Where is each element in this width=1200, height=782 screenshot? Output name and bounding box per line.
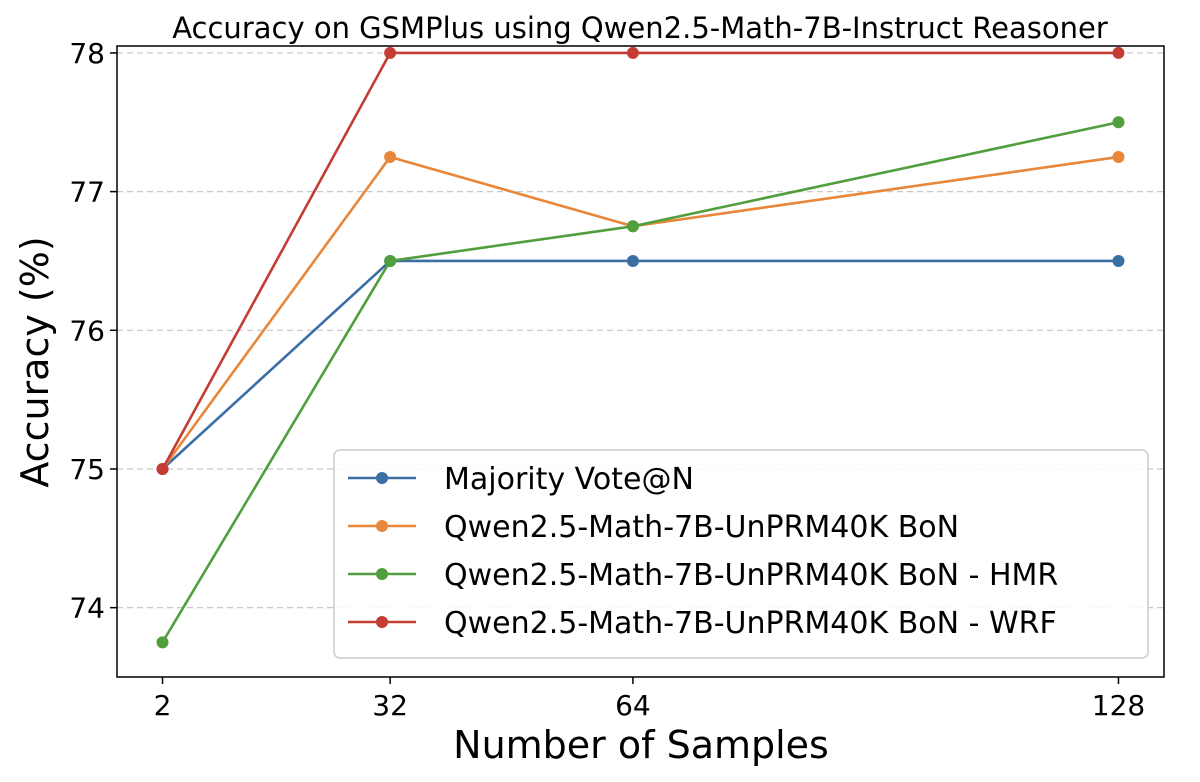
- legend-marker: [376, 568, 388, 580]
- series-4: [156, 46, 1125, 475]
- legend-marker: [376, 616, 388, 628]
- legend-box: [333, 449, 1149, 659]
- legend-item: Qwen2.5-Math-7B-UnPRM40K BoN: [348, 510, 959, 545]
- legend-marker: [376, 520, 388, 532]
- data-point: [156, 462, 169, 475]
- data-point: [626, 254, 639, 267]
- series-line: [161, 259, 1119, 470]
- legend-label: Majority Vote@N: [444, 462, 694, 497]
- data-point: [384, 254, 397, 267]
- legend-item: Qwen2.5-Math-7B-UnPRM40K BoN - HMR: [348, 558, 1058, 593]
- legend: Majority Vote@N Qwen2.5-Math-7B-UnPRM40K …: [333, 449, 1149, 659]
- legend-item: Majority Vote@N: [348, 462, 694, 497]
- plot-frame: [116, 45, 1165, 678]
- x-tick-label: 2: [154, 689, 172, 722]
- y-tick-label: 76: [69, 314, 105, 347]
- legend-marker: [376, 472, 388, 484]
- x-axis: 2 32 64 128: [154, 677, 1145, 722]
- y-tick-label: 74: [69, 592, 105, 625]
- legend-item: Qwen2.5-Math-7B-UnPRM40K BoN - WRF: [348, 606, 1057, 641]
- y-tick-label: 75: [69, 453, 105, 486]
- y-axis-title: Accuracy (%): [13, 236, 57, 487]
- data-point: [384, 46, 397, 59]
- series-line: [161, 121, 1119, 643]
- y-tick-label: 77: [69, 176, 105, 209]
- y-axis: 74 75 76 77 78: [69, 37, 117, 625]
- x-tick-label: 128: [1092, 689, 1145, 722]
- data-point: [1112, 46, 1125, 59]
- y-tick-label: 78: [69, 37, 105, 70]
- legend-label: Qwen2.5-Math-7B-UnPRM40K BoN - WRF: [444, 606, 1057, 641]
- data-point: [1112, 116, 1125, 129]
- series-line: [161, 51, 1119, 470]
- series-layer: [156, 46, 1125, 649]
- data-point: [384, 150, 397, 163]
- chart-title: Accuracy on GSMPlus using Qwen2.5-Math-7…: [172, 11, 1108, 45]
- x-axis-title: Number of Samples: [453, 723, 829, 767]
- data-point: [1112, 254, 1125, 267]
- series-3: [156, 116, 1125, 649]
- series-line: [161, 155, 1119, 470]
- data-point: [156, 636, 169, 649]
- data-point: [626, 46, 639, 59]
- x-tick-label: 64: [615, 689, 651, 722]
- legend-label: Qwen2.5-Math-7B-UnPRM40K BoN: [444, 510, 959, 545]
- legend-label: Qwen2.5-Math-7B-UnPRM40K BoN - HMR: [444, 558, 1058, 593]
- data-point: [1112, 150, 1125, 163]
- data-point: [626, 220, 639, 233]
- x-tick-label: 32: [372, 689, 408, 722]
